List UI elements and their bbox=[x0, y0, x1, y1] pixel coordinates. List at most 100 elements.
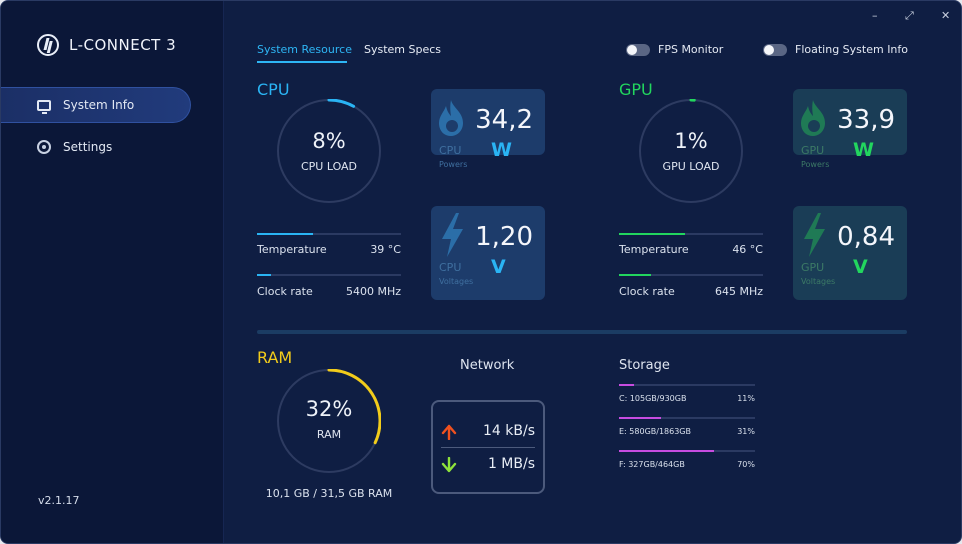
gpu-temp-bar-fill bbox=[619, 233, 686, 235]
storage-row-f: F: 327GB/464GB 70% bbox=[619, 460, 755, 469]
gpu-power-card: 33,9 W GPU Powers bbox=[793, 89, 907, 169]
cpu-temp-bar-fill bbox=[257, 233, 314, 235]
cpu-voltage-value: 1,20 bbox=[475, 222, 533, 252]
storage-bar-fill bbox=[619, 417, 662, 419]
sidebar-item-label: Settings bbox=[63, 140, 113, 154]
cpu-clock-row: Clock rate 5400 MHz bbox=[257, 285, 401, 298]
storage-drive-percent: 11% bbox=[737, 394, 755, 403]
storage-bar-fill bbox=[619, 450, 715, 452]
gpu-power-unit: W bbox=[853, 139, 874, 161]
cpu-voltage-sub2: Voltages bbox=[439, 277, 474, 286]
sidebar-item-settings[interactable]: Settings bbox=[1, 129, 191, 165]
toggle-switch[interactable] bbox=[763, 43, 787, 56]
cpu-temp-bar bbox=[257, 233, 401, 235]
cpu-temp-value: 39 °C bbox=[370, 243, 401, 256]
sidebar-item-system-info[interactable]: System Info bbox=[1, 87, 191, 123]
cpu-load-arc bbox=[327, 99, 356, 108]
gpu-clock-bar-fill bbox=[619, 274, 651, 276]
gpu-voltage-unit: V bbox=[853, 256, 868, 278]
minimize-button[interactable]: – bbox=[872, 9, 878, 22]
cpu-arc-path bbox=[327, 99, 356, 108]
cpu-temp-label: Temperature bbox=[257, 243, 327, 256]
section-divider bbox=[257, 330, 907, 334]
storage-bar-e bbox=[619, 417, 755, 419]
cpu-power-sub: CPU bbox=[439, 144, 462, 157]
cpu-power-sub2: Powers bbox=[439, 160, 468, 169]
cpu-temp-row: Temperature 39 °C bbox=[257, 243, 401, 256]
cpu-voltage-unit: V bbox=[491, 256, 506, 278]
gpu-power-sub2: Powers bbox=[801, 160, 830, 169]
gear-icon bbox=[37, 140, 51, 154]
lightning-icon bbox=[442, 213, 463, 257]
fps-monitor-toggle[interactable]: FPS Monitor bbox=[626, 43, 723, 56]
gpu-voltage-value: 0,84 bbox=[837, 222, 895, 252]
lian-li-logo-icon bbox=[37, 34, 59, 56]
floating-system-info-toggle[interactable]: Floating System Info bbox=[763, 43, 908, 56]
gpu-load-label: GPU LOAD bbox=[662, 160, 720, 173]
gpu-clock-label: Clock rate bbox=[619, 285, 675, 298]
sidebar: L-CONNECT 3 System Info Settings v2.1.17 bbox=[1, 1, 224, 543]
cpu-clock-bar-fill bbox=[257, 274, 272, 276]
version-label: v2.1.17 bbox=[38, 494, 80, 507]
storage-bar-f bbox=[619, 450, 755, 452]
sidebar-item-label: System Info bbox=[63, 98, 135, 112]
tab-system-specs[interactable]: System Specs bbox=[364, 43, 442, 56]
tab-system-resource[interactable]: System Resource bbox=[257, 43, 352, 56]
flame-icon bbox=[439, 100, 463, 136]
ram-usage-text: 10,1 GB / 31,5 GB RAM bbox=[265, 487, 393, 500]
toggle-label: FPS Monitor bbox=[658, 43, 724, 56]
cpu-load-value: 8% bbox=[312, 129, 346, 153]
storage-bar-c bbox=[619, 384, 755, 386]
cpu-voltage-card: 1,20 V CPU Voltages bbox=[431, 206, 545, 300]
app-logo: L-CONNECT 3 bbox=[37, 34, 176, 56]
cpu-section-title: CPU bbox=[257, 80, 290, 99]
gpu-clock-row: Clock rate 645 MHz bbox=[619, 285, 763, 298]
active-tab-indicator bbox=[257, 61, 347, 63]
gpu-power-sub: GPU bbox=[801, 144, 825, 157]
gpu-voltage-sub2: Voltages bbox=[801, 277, 836, 286]
cpu-clock-bar bbox=[257, 274, 401, 276]
gpu-voltage-card: 0,84 V GPU Voltages bbox=[793, 206, 907, 300]
gpu-temp-value: 46 °C bbox=[732, 243, 763, 256]
ram-section-title: RAM bbox=[257, 348, 293, 367]
storage-row-c: C: 105GB/930GB 11% bbox=[619, 394, 755, 403]
ram-load-arc bbox=[327, 369, 381, 445]
ram-load-value: 32% bbox=[305, 397, 353, 421]
gpu-power-value: 33,9 bbox=[837, 105, 895, 135]
app-title: L-CONNECT 3 bbox=[69, 36, 177, 54]
network-panel: 14 kB/s 1 MB/s bbox=[431, 400, 545, 494]
gpu-clock-bar bbox=[619, 274, 763, 276]
network-download-value: 1 MB/s bbox=[487, 456, 535, 472]
cpu-voltage-sub: CPU bbox=[439, 261, 462, 274]
toggle-switch[interactable] bbox=[626, 43, 650, 56]
storage-drive-percent: 70% bbox=[737, 460, 755, 469]
cpu-power-value: 34,2 bbox=[475, 105, 533, 135]
cpu-clock-label: Clock rate bbox=[257, 285, 313, 298]
gpu-temp-bar bbox=[619, 233, 763, 235]
upload-arrow-icon bbox=[441, 424, 457, 440]
cpu-power-unit: W bbox=[491, 139, 512, 161]
network-upload-value: 14 kB/s bbox=[483, 423, 535, 439]
network-title: Network bbox=[460, 358, 515, 373]
gpu-temp-label: Temperature bbox=[619, 243, 689, 256]
cpu-load-label: CPU LOAD bbox=[300, 160, 358, 173]
storage-drive-name: F: 327GB/464GB bbox=[619, 460, 685, 469]
gpu-load-arc bbox=[689, 99, 696, 102]
ram-load-label: RAM bbox=[316, 428, 342, 441]
gpu-temp-row: Temperature 46 °C bbox=[619, 243, 763, 256]
monitor-icon bbox=[37, 99, 51, 114]
close-button[interactable]: ✕ bbox=[941, 9, 951, 22]
storage-drive-percent: 31% bbox=[737, 427, 755, 436]
storage-row-e: E: 580GB/1863GB 31% bbox=[619, 427, 755, 436]
gpu-voltage-sub: GPU bbox=[801, 261, 825, 274]
gpu-section-title: GPU bbox=[619, 80, 653, 99]
storage-drive-name: E: 580GB/1863GB bbox=[619, 427, 691, 436]
cpu-power-card: 34,2 W CPU Powers bbox=[431, 89, 545, 169]
maximize-button[interactable]: ⤢ bbox=[905, 9, 914, 22]
storage-title: Storage bbox=[619, 358, 670, 373]
storage-bar-fill bbox=[619, 384, 634, 386]
gpu-load-value: 1% bbox=[674, 129, 708, 153]
storage-drive-name: C: 105GB/930GB bbox=[619, 394, 687, 403]
network-separator bbox=[441, 447, 535, 448]
